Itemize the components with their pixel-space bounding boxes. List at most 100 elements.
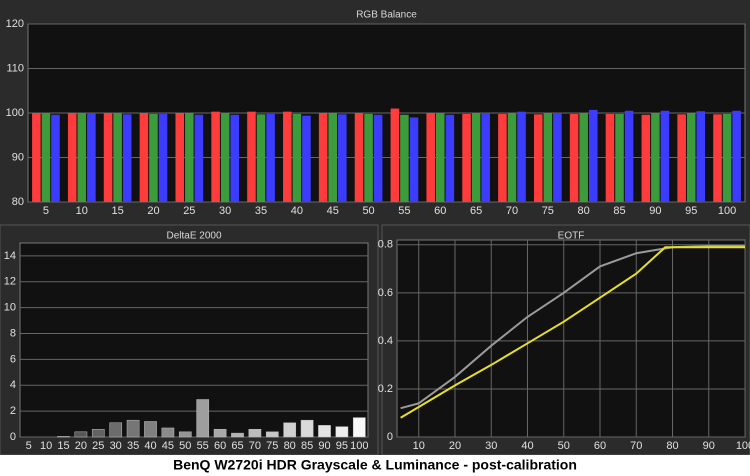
bar xyxy=(462,113,471,202)
x-tick-label: 35 xyxy=(127,440,139,452)
bar xyxy=(615,113,624,202)
bar xyxy=(732,110,741,202)
bar xyxy=(686,113,696,202)
bar xyxy=(41,113,51,202)
x-tick-label: 15 xyxy=(57,440,69,452)
bar xyxy=(677,114,686,202)
x-tick-label: 35 xyxy=(255,205,267,217)
bar xyxy=(409,117,419,202)
x-tick-label: 95 xyxy=(685,205,697,217)
x-tick-label: 80 xyxy=(284,440,296,452)
y-tick-label: 0 xyxy=(387,431,393,443)
x-tick-label: 80 xyxy=(666,440,678,452)
bar xyxy=(283,111,292,202)
bar xyxy=(292,113,302,202)
x-tick-label: 25 xyxy=(92,440,104,452)
bar xyxy=(696,111,706,202)
bar xyxy=(302,115,311,202)
bar xyxy=(390,108,400,202)
bar xyxy=(161,427,175,438)
bar xyxy=(230,114,240,202)
x-tick-label: 20 xyxy=(449,440,461,452)
caption: BenQ W2720i HDR Grayscale & Luminance - … xyxy=(173,457,577,473)
bar xyxy=(87,113,96,202)
bar xyxy=(194,114,204,202)
y-tick-label: 0 xyxy=(10,431,16,443)
x-tick-label: 60 xyxy=(594,440,606,452)
y-tick-label: 8 xyxy=(10,327,16,339)
x-tick-label: 65 xyxy=(470,205,482,217)
bar xyxy=(553,113,562,202)
x-tick-label: 5 xyxy=(26,440,32,452)
y-tick-label: 80 xyxy=(12,196,24,208)
bar xyxy=(660,110,670,202)
bar xyxy=(185,113,194,202)
line xyxy=(400,246,745,419)
bar xyxy=(318,425,331,438)
x-tick-label: 30 xyxy=(110,440,122,452)
chart-title: DeltaE 2000 xyxy=(166,231,221,242)
bar xyxy=(498,113,507,202)
bar xyxy=(569,113,579,202)
x-tick-label: 40 xyxy=(291,205,303,217)
bar xyxy=(283,422,297,438)
x-tick-label: 50 xyxy=(179,440,191,452)
x-tick-label: 30 xyxy=(219,205,231,217)
bar xyxy=(266,113,275,202)
y-tick-label: 0.2 xyxy=(378,383,393,395)
bar xyxy=(588,109,598,202)
x-tick-label: 40 xyxy=(521,440,533,452)
bar xyxy=(248,428,262,438)
y-tick-label: 90 xyxy=(12,151,24,163)
bar xyxy=(641,114,651,202)
bar xyxy=(471,113,481,202)
bar xyxy=(149,113,158,202)
x-tick-label: 80 xyxy=(578,205,590,217)
y-tick-label: 100 xyxy=(6,107,24,119)
bar xyxy=(605,113,615,202)
bar xyxy=(400,114,409,202)
bar xyxy=(328,113,338,202)
x-tick-label: 20 xyxy=(75,440,87,452)
bar xyxy=(517,111,526,202)
y-tick-label: 0.4 xyxy=(378,335,393,347)
x-tick-label: 95 xyxy=(336,440,348,452)
x-tick-label: 70 xyxy=(249,440,261,452)
x-tick-label: 30 xyxy=(485,440,497,452)
bar xyxy=(196,399,210,438)
bar xyxy=(220,113,230,202)
bar xyxy=(139,113,149,202)
chart-title: RGB Balance xyxy=(356,10,417,21)
bar xyxy=(126,419,140,438)
x-tick-label: 5 xyxy=(43,205,49,217)
plot-area xyxy=(396,239,746,438)
x-tick-label: 10 xyxy=(40,440,52,452)
bar xyxy=(352,417,366,438)
bar xyxy=(481,113,490,202)
bar xyxy=(579,113,588,202)
x-tick-label: 45 xyxy=(162,440,174,452)
bar xyxy=(122,114,132,202)
bar xyxy=(247,111,256,202)
bar xyxy=(435,113,445,202)
bar xyxy=(158,113,168,202)
y-tick-label: 120 xyxy=(6,18,24,30)
bar xyxy=(109,422,123,438)
bar xyxy=(175,113,185,202)
bar xyxy=(624,110,634,202)
x-tick-label: 60 xyxy=(214,440,226,452)
y-tick-label: 0.8 xyxy=(378,239,393,251)
bar xyxy=(445,114,455,202)
y-tick-label: 4 xyxy=(10,379,16,391)
bar xyxy=(32,113,41,202)
x-tick-label: 55 xyxy=(398,205,410,217)
bar xyxy=(265,431,279,438)
bar xyxy=(74,431,88,438)
bar xyxy=(426,113,435,202)
bar xyxy=(113,113,122,202)
bar xyxy=(211,111,220,202)
plot-area xyxy=(19,242,369,438)
bar xyxy=(57,436,70,438)
bar xyxy=(373,114,383,202)
x-tick-label: 75 xyxy=(266,440,278,452)
